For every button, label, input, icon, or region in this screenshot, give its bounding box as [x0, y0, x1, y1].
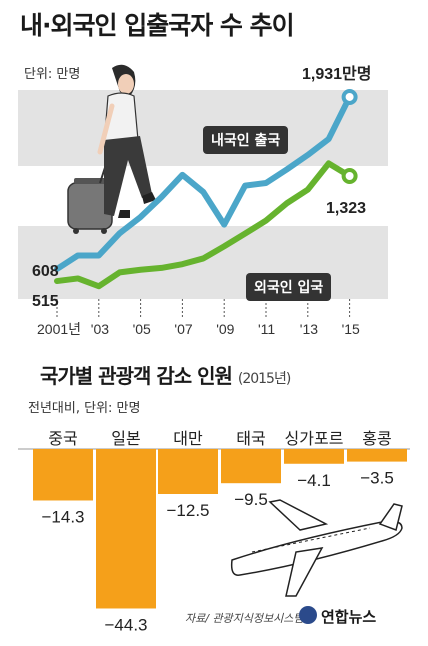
- airplane-illustration: [230, 499, 403, 597]
- brand-name: 연합뉴스: [321, 608, 377, 626]
- x-tick-label: '07: [174, 321, 192, 337]
- bar-category-label: 중국: [48, 429, 77, 448]
- yonhap-logo-icon: [299, 606, 317, 624]
- bar-value-label: −9.5: [234, 490, 268, 509]
- start-domestic-label: 608: [32, 263, 59, 280]
- domestic-line-end-marker: [341, 88, 358, 105]
- x-tick-label: 2001년: [37, 321, 81, 337]
- x-tick-label: '03: [91, 321, 109, 337]
- source-note: 자료/ 관광지식정보시스템: [185, 612, 304, 625]
- bar-chart-title: 국가별 관광객 감소 인원 (2015년): [40, 360, 291, 389]
- bar: [96, 449, 156, 609]
- bar-value-label: −3.5: [360, 469, 394, 488]
- x-axis-ticks: 2001년 '03 '05 '07 '09 '11 '13 '15: [37, 299, 360, 337]
- bar: [33, 449, 93, 501]
- end-foreign-label: 1,323: [326, 200, 366, 217]
- line-chart: 2001년 '03 '05 '07 '09 '11 '13 '15 608 515 1,931…: [18, 64, 388, 337]
- bar-series: 중국 −14.3 일본 −44.3 대만 −12.5 태국 −9.5 싱가포르 −4.1 홍콩 −3.…: [18, 429, 410, 634]
- bar-chart-year: (2015년): [237, 371, 291, 387]
- bar-category-label: 싱가포르: [285, 429, 344, 448]
- bar-value-label: −12.5: [166, 501, 209, 520]
- bar: [158, 449, 218, 494]
- bar-chart-title-text: 국가별 관광객 감소 인원: [40, 364, 233, 388]
- bar-category-label: 태국: [236, 429, 265, 448]
- bar-chart-unit: 전년대비, 단위: 만명: [28, 401, 141, 416]
- x-tick-label: '13: [300, 321, 318, 337]
- bar: [347, 449, 407, 462]
- start-foreign-label: 515: [32, 293, 59, 310]
- band-lower: [18, 226, 388, 299]
- x-tick-label: '15: [342, 321, 360, 337]
- x-tick-label: '09: [216, 321, 234, 337]
- domestic-series-label: 내국인 출국: [203, 126, 289, 154]
- bar: [221, 449, 281, 484]
- chart-title: 내·외국인 입출국자 수 추이: [20, 11, 295, 40]
- line-series: [54, 88, 358, 290]
- foreign-line: [54, 160, 353, 290]
- end-domestic-label: 1,931만명: [302, 65, 371, 83]
- x-tick-label: '05: [133, 321, 151, 337]
- foreign-line-end-marker: [341, 168, 358, 185]
- bar-category-label: 홍콩: [362, 429, 391, 448]
- x-tick-label: '11: [258, 321, 275, 337]
- bar: [284, 449, 344, 464]
- bar-category-label: 일본: [111, 429, 140, 448]
- bar-value-label: −4.1: [297, 471, 331, 490]
- domestic-line: [54, 93, 353, 272]
- traveler-illustration: [67, 64, 156, 234]
- bar-value-label: −14.3: [41, 507, 84, 526]
- bar-value-label: −44.3: [104, 615, 147, 634]
- bar-category-label: 대만: [173, 429, 203, 448]
- line-chart-unit: 단위: 만명: [24, 67, 81, 82]
- foreign-series-label: 외국인 입국: [246, 273, 332, 301]
